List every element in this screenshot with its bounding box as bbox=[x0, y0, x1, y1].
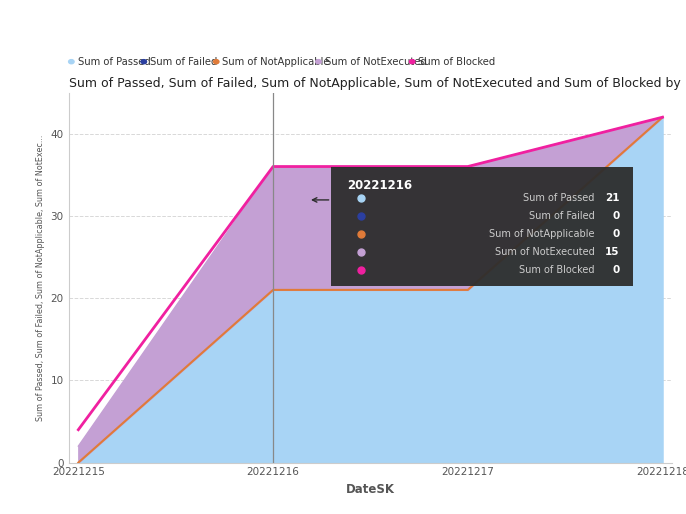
Y-axis label: Sum of Passed, Sum of Failed, Sum of NotApplicable, Sum of NotExec...: Sum of Passed, Sum of Failed, Sum of Not… bbox=[36, 134, 45, 421]
Text: Sum of Blocked: Sum of Blocked bbox=[418, 57, 495, 67]
Text: 0: 0 bbox=[613, 211, 619, 221]
FancyArrowPatch shape bbox=[312, 198, 329, 202]
Text: Sum of Passed: Sum of Passed bbox=[78, 57, 150, 67]
FancyBboxPatch shape bbox=[331, 167, 633, 286]
Text: Sum of Passed: Sum of Passed bbox=[523, 193, 594, 203]
Text: Sum of NotExecuted: Sum of NotExecuted bbox=[495, 247, 594, 257]
X-axis label: DateSK: DateSK bbox=[346, 483, 395, 496]
Text: 15: 15 bbox=[605, 247, 619, 257]
Text: Sum of NotApplicable: Sum of NotApplicable bbox=[222, 57, 330, 67]
Text: Sum of NotExecuted: Sum of NotExecuted bbox=[324, 57, 427, 67]
Text: 0: 0 bbox=[613, 229, 619, 239]
Text: Sum of Passed, Sum of Failed, Sum of NotApplicable, Sum of NotExecuted and Sum o: Sum of Passed, Sum of Failed, Sum of Not… bbox=[69, 77, 686, 90]
Text: Sum of NotApplicable: Sum of NotApplicable bbox=[489, 229, 594, 239]
Text: Sum of Failed: Sum of Failed bbox=[150, 57, 217, 67]
Text: Sum of Failed: Sum of Failed bbox=[529, 211, 594, 221]
Text: 21: 21 bbox=[605, 193, 619, 203]
Text: Sum of Blocked: Sum of Blocked bbox=[519, 265, 594, 275]
Text: 20221216: 20221216 bbox=[347, 179, 412, 192]
Text: 0: 0 bbox=[613, 265, 619, 275]
